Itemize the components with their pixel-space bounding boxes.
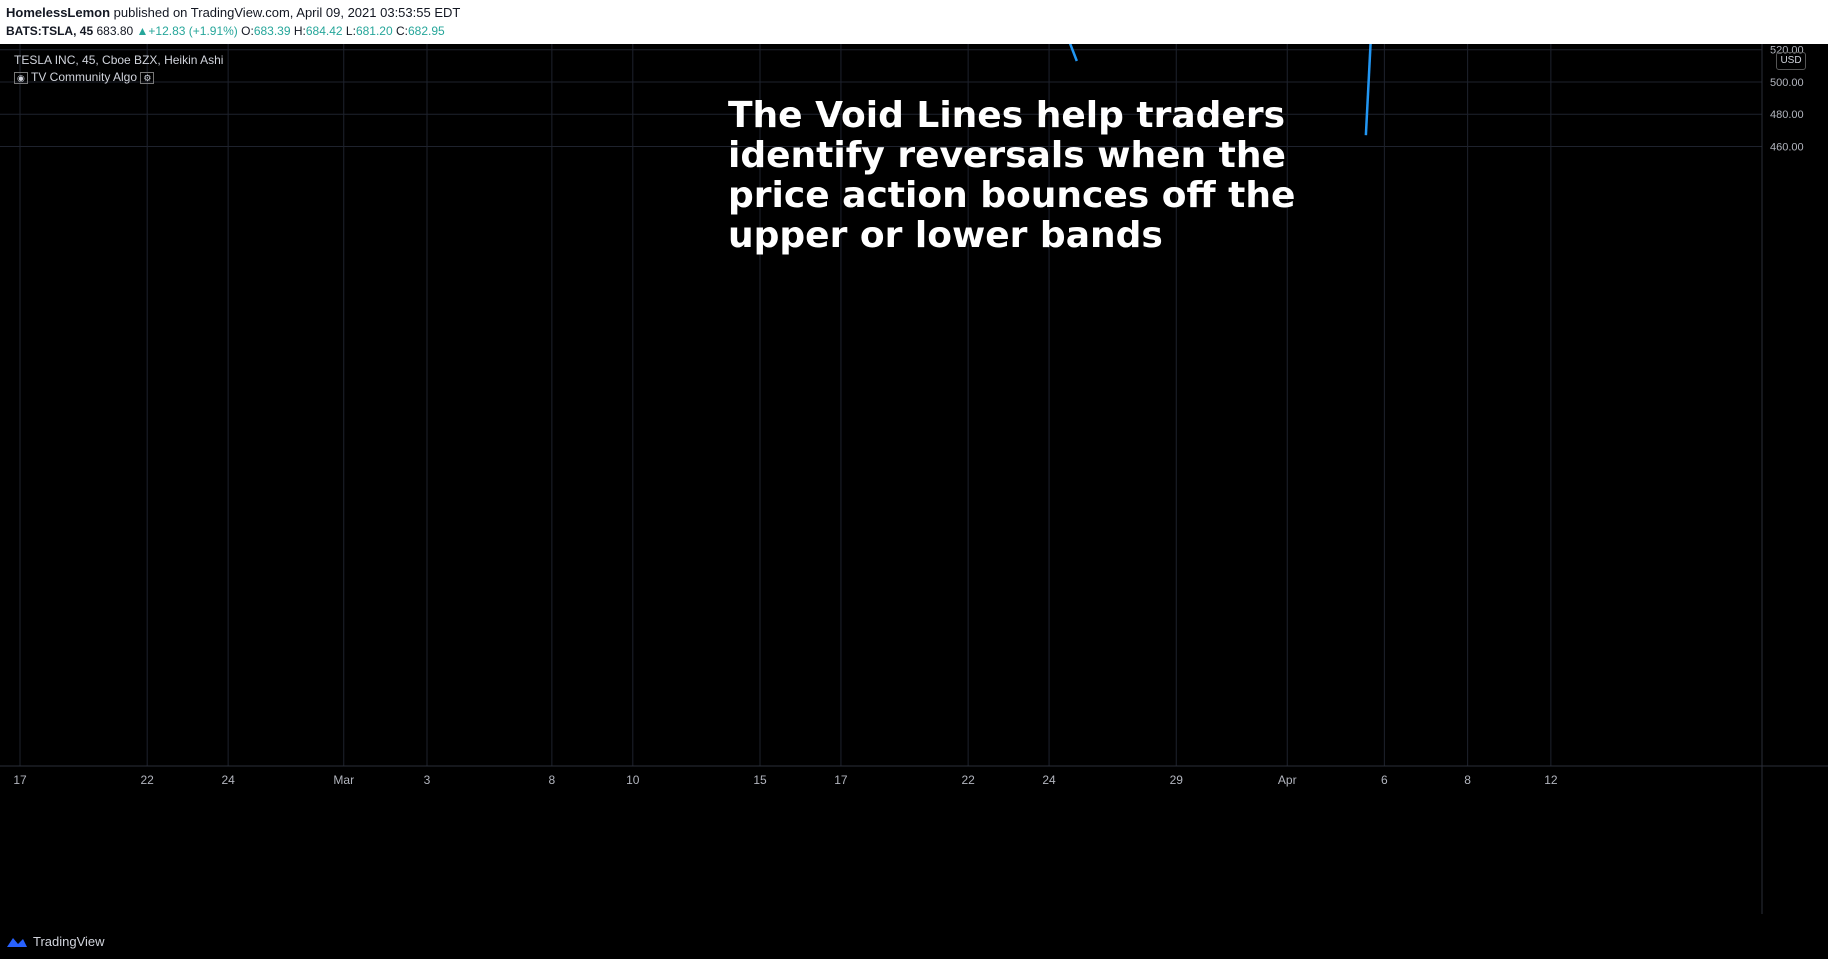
x-tick-label: 22	[961, 773, 975, 787]
high-value: 684.42	[305, 24, 343, 38]
y-tick-label: 460.00	[1770, 141, 1804, 153]
low-label: L:	[345, 24, 356, 38]
y-tick-label: 480.00	[1770, 109, 1804, 121]
high-label: H:	[293, 24, 306, 38]
currency-badge[interactable]: USD	[1776, 52, 1806, 70]
x-tick-label: 17	[13, 773, 27, 787]
x-tick-label: 24	[221, 773, 235, 787]
x-tick-label: 22	[141, 773, 155, 787]
chart-area[interactable]: 17 22 24 Mar 3 8 10 15 17 22 24 29 Apr 6 8 12 460.00 480.…	[0, 0, 1828, 914]
brand-name: TradingView	[33, 934, 105, 949]
up-triangle-icon: ▲	[136, 24, 149, 38]
chart-legend: TESLA INC, 45, Cboe BZX, Heikin Ashi ◉ T…	[14, 52, 223, 87]
series-title[interactable]: TESLA INC, 45, Cboe BZX, Heikin Ashi	[14, 53, 224, 67]
author-name[interactable]: HomelessLemon	[6, 5, 111, 20]
indicator-name[interactable]: TV Community Algo	[30, 70, 138, 84]
x-tick-label: 8	[549, 773, 556, 787]
x-tick-label: 8	[1464, 773, 1471, 787]
settings-icon[interactable]: ⚙	[140, 72, 155, 84]
indicator-row[interactable]: ◉ TV Community Algo ⚙	[14, 69, 223, 87]
low-value: 681.20	[355, 24, 393, 38]
open-label: O:	[241, 24, 254, 38]
y-tick-label: 500.00	[1770, 77, 1804, 89]
x-tick-label: 12	[1544, 773, 1558, 787]
annotation-line: upper or lower bands	[728, 215, 1163, 256]
publish-info: HomelessLemon published on TradingView.c…	[6, 5, 460, 20]
annotation-arrow	[1051, 0, 1078, 62]
publish-date: published on TradingView.com, April 09, …	[113, 5, 461, 20]
price-chart[interactable]: 17 22 24 Mar 3 8 10 15 17 22 24 29 Apr 6 8 12 460.00 480.…	[0, 0, 1828, 914]
x-tick-label: 24	[1042, 773, 1056, 787]
last-price: 683.80	[96, 24, 134, 38]
footer-bar: TradingView	[0, 926, 1828, 959]
eye-icon[interactable]: ◉	[14, 72, 28, 84]
annotation-line: price action bounces off the	[728, 175, 1296, 216]
symbol-label: BATS:TSLA, 45	[6, 24, 94, 38]
annotation-arrow	[1364, 0, 1375, 136]
x-tick-label: 15	[753, 773, 767, 787]
x-tick-label: 3	[424, 773, 431, 787]
publish-header: HomelessLemon published on TradingView.c…	[0, 0, 1828, 44]
x-tick-label: 17	[834, 773, 848, 787]
x-tick-label: Apr	[1278, 773, 1297, 787]
tradingview-logo[interactable]: TradingView	[6, 934, 105, 949]
tradingview-logo-icon	[7, 937, 27, 947]
annotation-text: The Void Lines help traders identify rev…	[728, 96, 1348, 256]
x-tick-label: 29	[1170, 773, 1184, 787]
x-tick-label: Mar	[333, 773, 354, 787]
price-change: +12.83 (+1.91%)	[148, 24, 238, 38]
x-tick-label: 6	[1381, 773, 1388, 787]
open-value: 683.39	[253, 24, 291, 38]
x-tick-label: 10	[626, 773, 640, 787]
close-value: 682.95	[407, 24, 445, 38]
annotation-line: The Void Lines help traders	[728, 95, 1285, 136]
ohlc-bar: BATS:TSLA, 45 683.80 ▲+12.83 (+1.91%) O:…	[6, 24, 445, 38]
annotation-line: identify reversals when the	[728, 135, 1286, 176]
close-label: C:	[395, 24, 408, 38]
